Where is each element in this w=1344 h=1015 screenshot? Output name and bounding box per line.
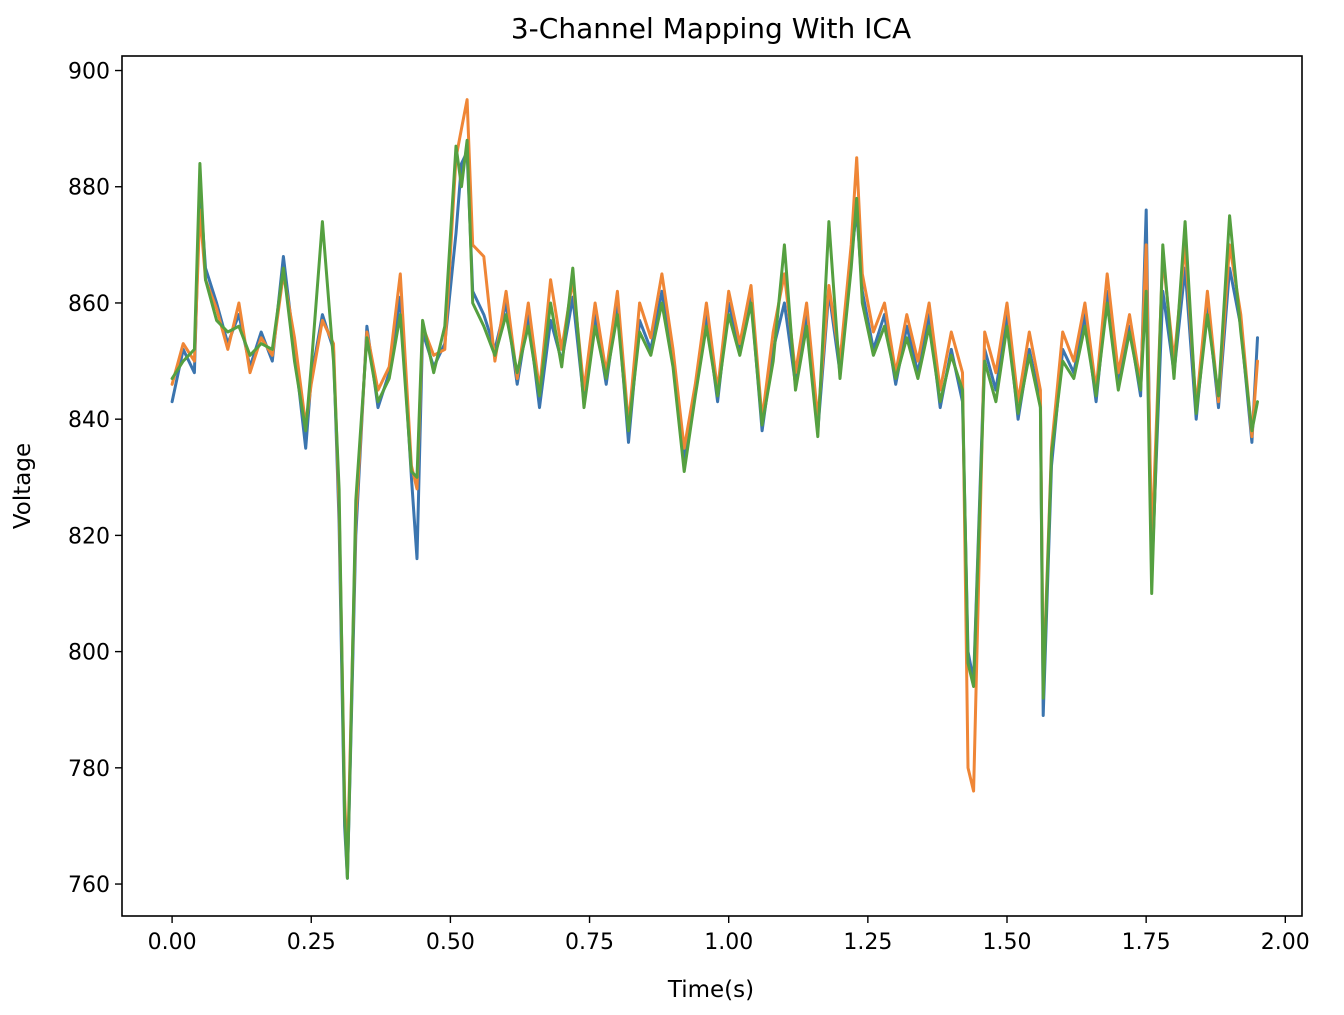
- series-line-2: [170, 98, 1259, 869]
- series-layer: [170, 98, 1259, 880]
- series-line-3: [170, 138, 1259, 880]
- y-tick-label: 820: [68, 524, 110, 549]
- chart-title: 3-Channel Mapping With ICA: [511, 12, 911, 45]
- x-axis-label: Time(s): [667, 977, 754, 1003]
- x-tick-label: 0.75: [565, 930, 614, 955]
- x-tick-label: 0.00: [148, 930, 197, 955]
- x-tick-label: 0.50: [426, 930, 475, 955]
- y-tick-label: 840: [68, 408, 110, 433]
- y-axis: 760 780 800 820 840 860 880 900: [68, 60, 122, 898]
- x-tick-label: 2.00: [1261, 930, 1310, 955]
- y-tick-label: 800: [68, 641, 110, 666]
- y-tick-label: 860: [68, 292, 110, 317]
- y-axis-label: Voltage: [10, 443, 36, 529]
- y-tick-label: 780: [68, 757, 110, 782]
- y-tick-label: 900: [68, 60, 110, 85]
- x-tick-label: 1.50: [983, 930, 1032, 955]
- x-tick-label: 1.00: [704, 930, 753, 955]
- plot-frame: [121, 55, 1303, 917]
- x-tick-label: 1.25: [843, 930, 892, 955]
- x-tick-label: 1.75: [1122, 930, 1171, 955]
- x-axis: 0.00 0.25 0.50 0.75 1.00 1.25 1.50 1.75 2.00: [148, 916, 1310, 955]
- x-tick-label: 0.25: [287, 930, 336, 955]
- y-tick-label: 880: [68, 176, 110, 201]
- y-tick-label: 760: [68, 873, 110, 898]
- series-line-1: [170, 150, 1259, 880]
